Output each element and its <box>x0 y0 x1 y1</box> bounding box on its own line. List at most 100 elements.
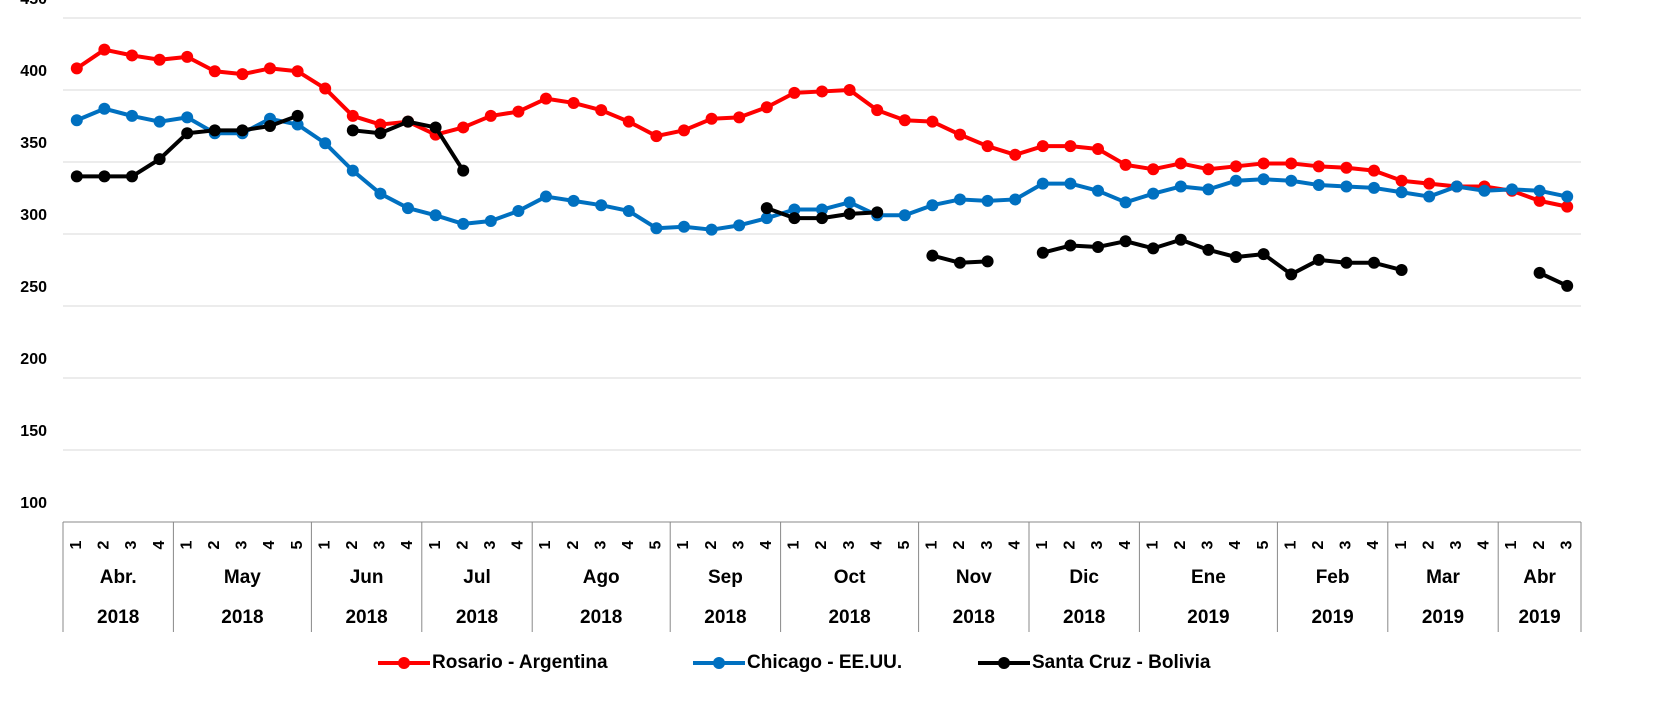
point <box>678 124 690 137</box>
point <box>816 203 828 216</box>
year-label: 2018 <box>1063 607 1105 628</box>
point <box>678 220 690 233</box>
x-tick-label: 2 <box>1062 540 1079 549</box>
legend-label: Rosario - Argentina <box>432 652 608 673</box>
y-tick-label: 400 <box>20 63 47 80</box>
month-label: Mar <box>1426 567 1460 588</box>
point <box>540 92 552 105</box>
year-label: 2018 <box>97 607 139 628</box>
point <box>1202 183 1215 196</box>
point <box>1009 148 1022 161</box>
x-tick-label: 2 <box>1420 540 1437 549</box>
point <box>1368 256 1380 269</box>
x-tick-label: 3 <box>1558 540 1575 549</box>
point <box>1423 190 1436 203</box>
x-tick-label: 4 <box>151 540 168 549</box>
point <box>760 212 773 225</box>
year-label: 2018 <box>704 607 746 628</box>
x-tick-label: 3 <box>1338 540 1355 549</box>
x-tick-label: 4 <box>1365 540 1382 549</box>
point <box>98 43 111 56</box>
x-tick-label: 1 <box>1282 540 1299 549</box>
point <box>402 115 414 128</box>
point <box>1009 193 1022 206</box>
point <box>1036 246 1049 259</box>
month-label: Nov <box>956 567 992 588</box>
point <box>788 212 801 225</box>
point <box>1340 256 1353 269</box>
x-tick-label: 2 <box>1310 540 1327 549</box>
year-label: 2018 <box>345 607 387 628</box>
point <box>1395 174 1408 187</box>
x-tick-label: 3 <box>1448 540 1465 549</box>
point <box>374 118 387 131</box>
point <box>512 105 525 118</box>
month-label: May <box>224 567 261 588</box>
y-tick-label: 250 <box>20 279 47 296</box>
point <box>1202 163 1215 176</box>
legend-marker <box>998 657 1010 669</box>
point <box>1395 264 1408 276</box>
x-tick-label: 4 <box>510 540 527 549</box>
point <box>926 249 939 262</box>
point <box>1092 184 1104 197</box>
x-tick-label: 3 <box>1089 540 1106 549</box>
year-label: 2018 <box>221 607 263 628</box>
point <box>1561 279 1574 292</box>
point <box>1230 160 1242 173</box>
point <box>374 187 387 200</box>
x-tick-label: 1 <box>1034 540 1051 549</box>
point <box>153 153 166 166</box>
point <box>346 124 359 137</box>
point <box>705 112 718 125</box>
month-label: Abr. <box>100 567 137 588</box>
point <box>484 215 497 228</box>
point <box>1064 177 1077 190</box>
point <box>1174 180 1187 193</box>
point <box>1174 233 1187 246</box>
point <box>429 209 442 222</box>
x-tick-label: 2 <box>813 540 830 549</box>
point <box>1230 251 1242 264</box>
point <box>1285 157 1298 170</box>
point <box>1533 184 1546 197</box>
point <box>1092 143 1104 156</box>
point <box>898 209 911 222</box>
point <box>346 164 359 177</box>
point <box>484 109 497 122</box>
month-label: Ago <box>583 567 620 588</box>
point <box>650 222 663 235</box>
x-tick-label: 3 <box>482 540 499 549</box>
point <box>291 65 304 78</box>
point <box>981 255 994 268</box>
month-label: Feb <box>1316 567 1350 588</box>
point <box>1561 200 1574 213</box>
x-tick-label: 3 <box>730 540 747 549</box>
x-tick-label: 4 <box>261 540 278 549</box>
x-tick-label: 1 <box>1393 540 1410 549</box>
point <box>126 109 138 122</box>
legend-label: Chicago - EE.UU. <box>747 652 902 673</box>
point <box>236 68 249 81</box>
y-tick-label: 200 <box>20 351 47 368</box>
year-label: 2019 <box>1518 607 1560 628</box>
point <box>898 114 911 127</box>
legend-marker <box>713 657 725 669</box>
point <box>1230 174 1242 187</box>
month-label: Ene <box>1191 567 1226 588</box>
point <box>567 194 580 207</box>
x-tick-label: 4 <box>1227 540 1244 549</box>
x-tick-label: 1 <box>1144 540 1161 549</box>
point <box>1119 158 1132 171</box>
month-label: Oct <box>834 567 866 588</box>
point <box>540 190 552 203</box>
point <box>1036 140 1049 153</box>
year-label: 2018 <box>580 607 622 628</box>
point <box>954 193 966 206</box>
point <box>788 86 801 99</box>
point <box>1506 183 1518 196</box>
point <box>1119 196 1132 209</box>
point <box>512 204 525 217</box>
point <box>70 62 83 75</box>
